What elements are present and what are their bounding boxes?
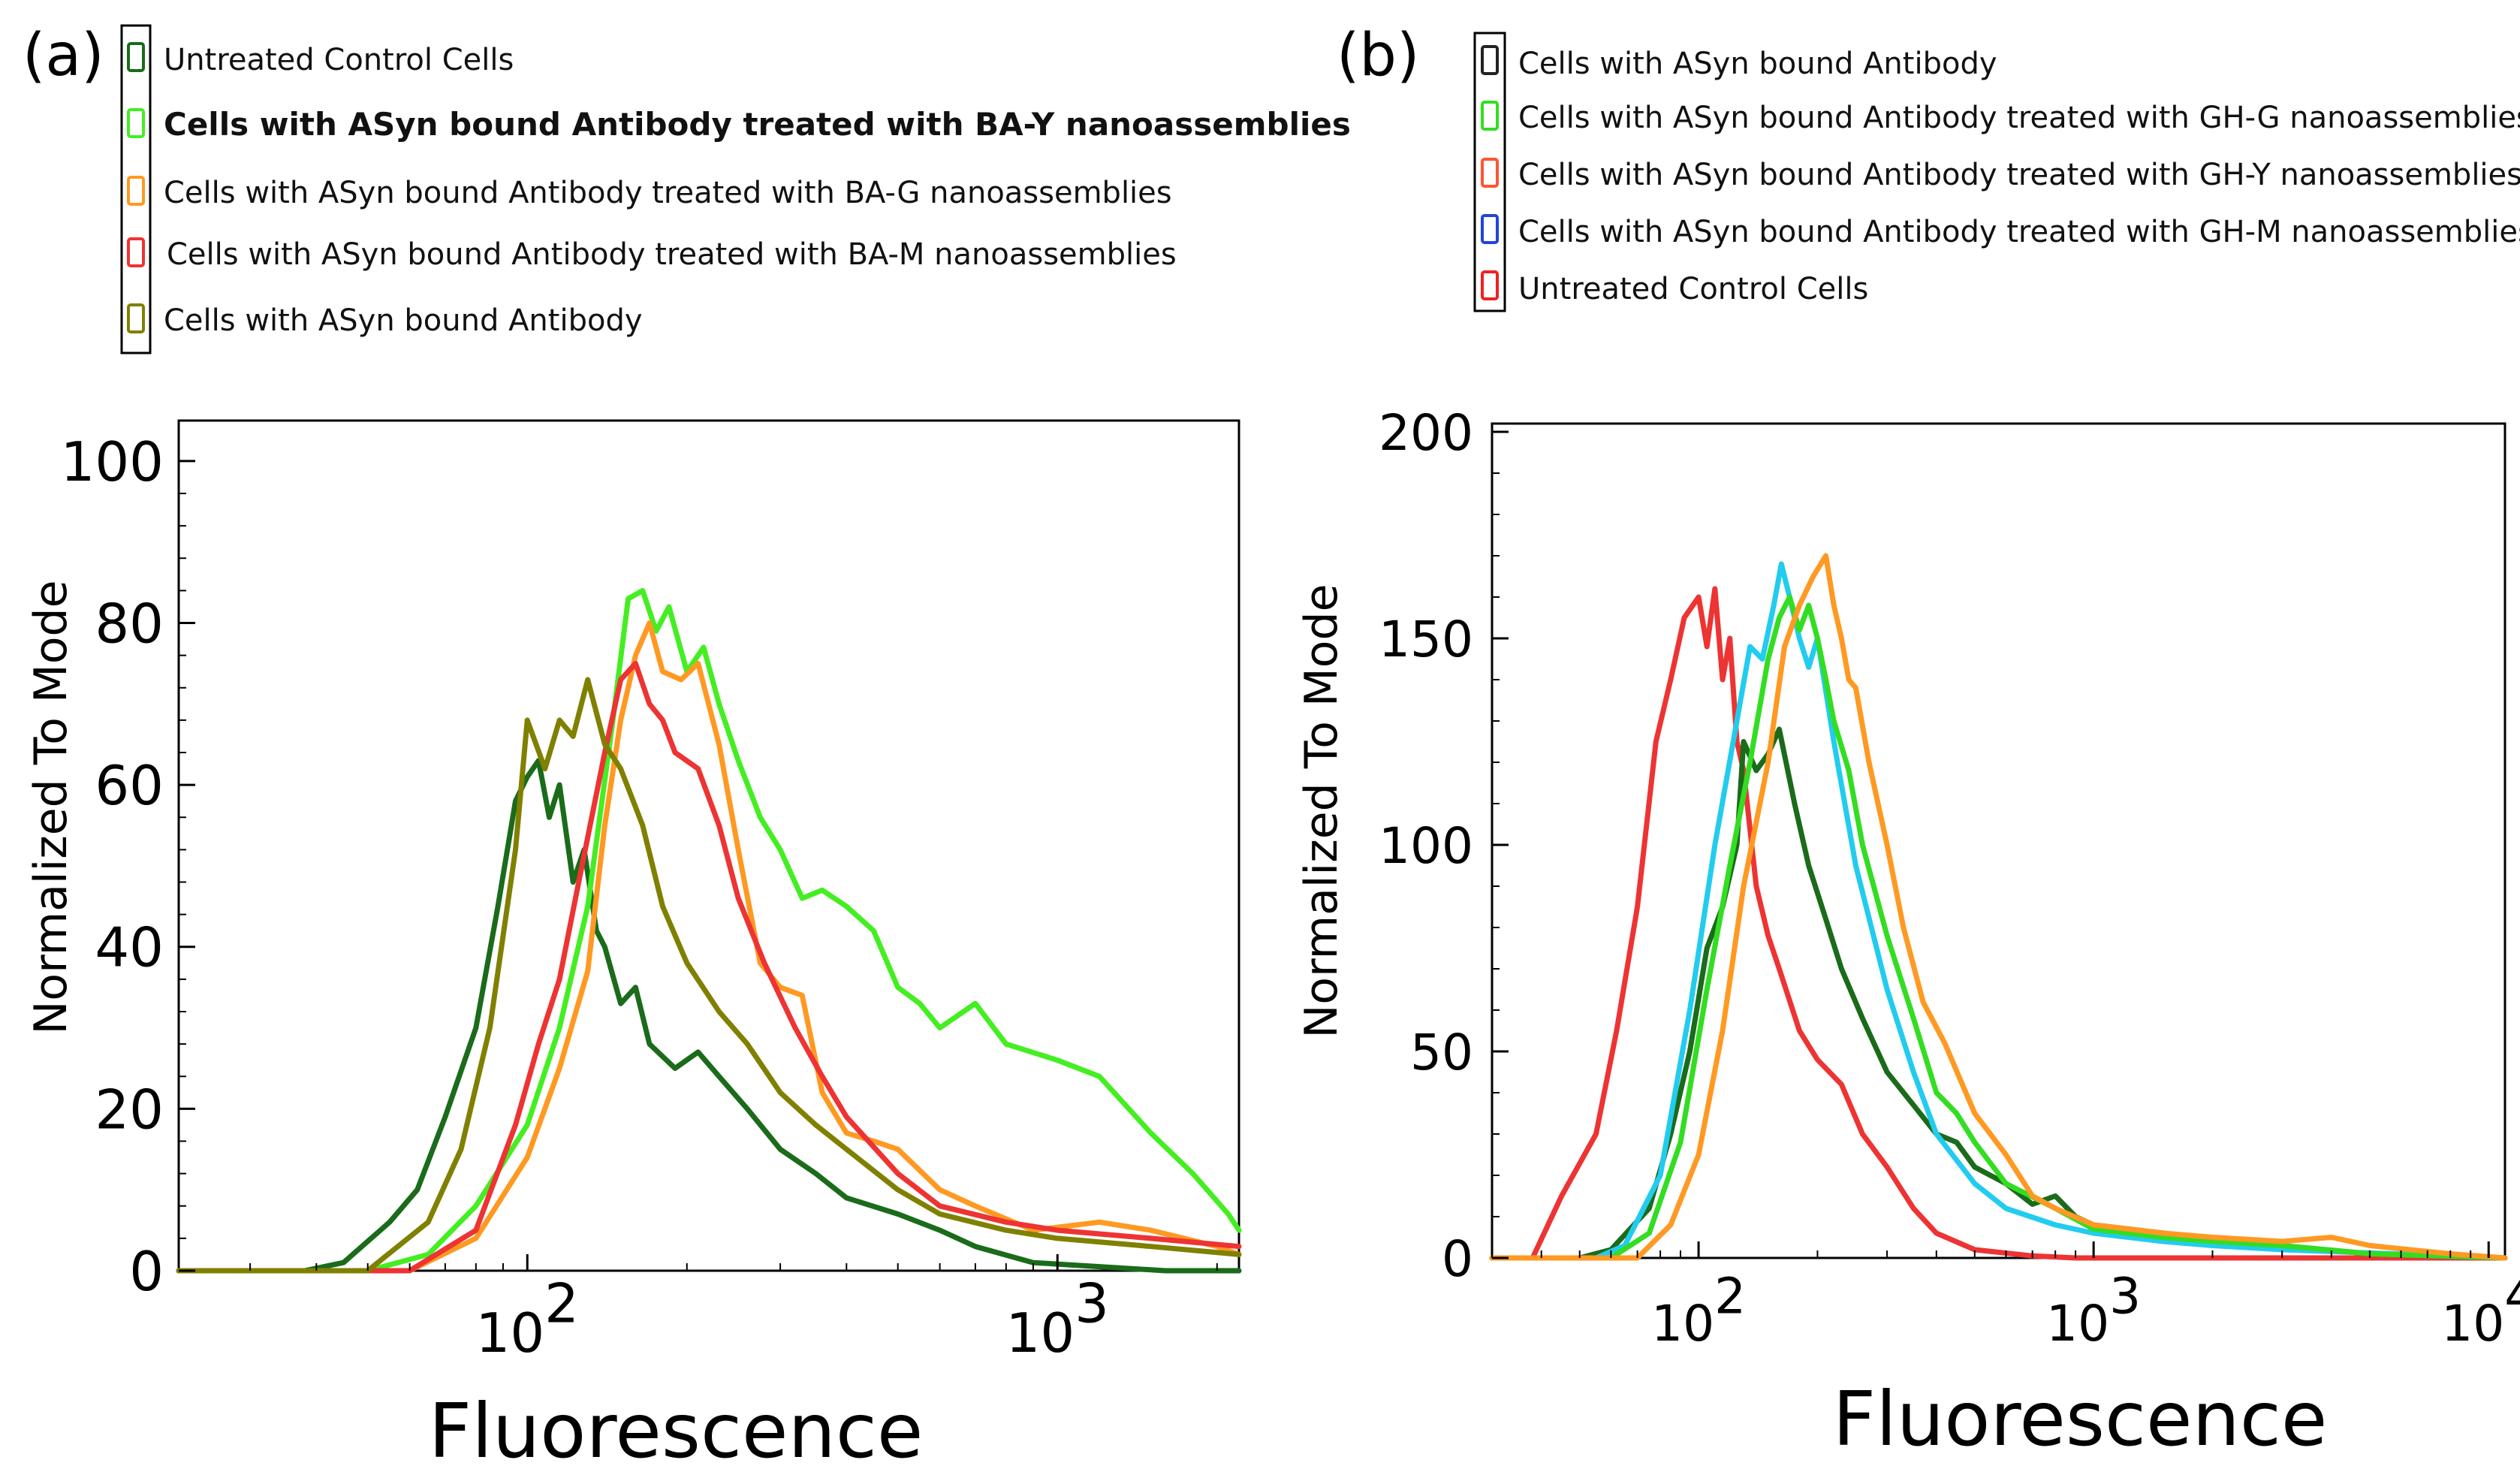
legend-b-item: Untreated Control Cells: [1481, 270, 1868, 306]
legend-b: Cells with ASyn bound Antibody Cells wit…: [1473, 32, 2520, 312]
legend-b-frame: [1473, 32, 1506, 312]
legend-a-frame: [120, 24, 152, 354]
legend-a-item: Cells with ASyn bound Antibody treated w…: [127, 176, 1172, 210]
legend-b-label: Untreated Control Cells: [1518, 272, 1868, 306]
legend-a-swatch: [127, 108, 145, 138]
series-line-a-2: [176, 620, 1242, 1274]
legend-a-label: Cells with ASyn bound Antibody treated w…: [164, 176, 1172, 210]
y-tick-label-a: 80: [95, 592, 164, 655]
y-tick-label-a: 0: [129, 1240, 164, 1303]
legend-a-swatch: [127, 237, 145, 267]
legend-b-label: Cells with ASyn bound Antibody: [1518, 47, 1997, 81]
legend-b-swatch: [1481, 214, 1499, 244]
y-tick-label-a: 100: [61, 430, 164, 493]
legend-b-item: Cells with ASyn bound Antibody treated w…: [1481, 101, 2520, 135]
legend-a-label: Cells with ASyn bound Antibody: [164, 303, 643, 338]
series-line-b-2: [1489, 561, 2508, 1261]
legend-b-swatch: [1481, 45, 1499, 75]
panel-b-label: (b): [1337, 22, 1419, 89]
y-tick-label-b: 200: [1379, 404, 1473, 462]
y-tick-label-b: 0: [1442, 1230, 1473, 1288]
plot-frame-a: [177, 419, 1240, 1272]
y-tick-label-b: 150: [1379, 611, 1473, 668]
legend-b-item: Cells with ASyn bound Antibody treated w…: [1481, 158, 2520, 192]
legend-b-swatch: [1481, 158, 1499, 188]
x-tick-label-b: 103: [2046, 1268, 2141, 1353]
x-axis-title-b: Fluorescence: [1833, 1375, 2328, 1463]
x-tick-label-b: 104: [2441, 1268, 2520, 1353]
legend-a-item: Cells with ASyn bound Antibody: [127, 303, 643, 338]
chart-b: 0 50 100 150 200 102 103 104 Fluorescence Normali…: [1295, 404, 2520, 1463]
legend-b-label: Cells with ASyn bound Antibody treated w…: [1518, 101, 2520, 135]
plot-frame-b: [1491, 422, 2506, 1259]
y-tick-label-a: 40: [95, 916, 164, 979]
x-axis-title-a: Fluorescence: [429, 1387, 924, 1475]
series-line-b-0: [1489, 586, 2508, 1261]
legend-a-item: Untreated Control Cells: [127, 42, 514, 77]
y-tick-label-b: 50: [1410, 1024, 1473, 1081]
y-axis-title-a: Normalized To Mode: [25, 580, 77, 1034]
legend-a-item: Cells with ASyn bound Antibody treated w…: [127, 106, 1351, 143]
x-tick-label-a: 102: [476, 1271, 579, 1365]
legend-b-label: Cells with ASyn bound Antibody treated w…: [1518, 158, 2520, 192]
panel-a-label: (a): [23, 22, 104, 89]
y-tick-label-a: 60: [95, 754, 164, 817]
legend-a-label: Cells with ASyn bound Antibody treated w…: [164, 106, 1351, 143]
y-tick-label-a: 20: [95, 1078, 164, 1141]
legend-b-swatch: [1481, 101, 1499, 131]
legend-a-swatch: [127, 42, 145, 72]
series-line-a-1: [176, 587, 1242, 1274]
y-axis-title-b: Normalized To Mode: [1295, 584, 1348, 1038]
chart-a: 0 20 40 60 80 100 102 103 Fluorescence Normalized…: [25, 419, 1242, 1475]
series-line-a-0: [176, 758, 1242, 1274]
legend-b-item: Cells with ASyn bound Antibody treated w…: [1481, 214, 2520, 249]
legend-b-item: Cells with ASyn bound Antibody: [1481, 45, 1997, 81]
series-line-b-1: [1489, 726, 2508, 1261]
series-line-b-4: [1489, 553, 2508, 1261]
series-line-a-4: [176, 677, 1242, 1274]
legend-a-swatch: [127, 303, 145, 333]
y-tick-label-b: 100: [1379, 817, 1473, 875]
legend-a-label: Untreated Control Cells: [164, 43, 514, 77]
legend-b-swatch: [1481, 270, 1499, 300]
legend-a-item: Cells with ASyn bound Antibody treated w…: [127, 237, 1177, 272]
legend-b-label: Cells with ASyn bound Antibody treated w…: [1518, 215, 2520, 249]
x-tick-label-a: 103: [1006, 1271, 1109, 1365]
series-line-a-3: [176, 660, 1242, 1274]
legend-a-swatch: [127, 176, 145, 206]
legend-a: Untreated Control Cells Cells with ASyn …: [120, 24, 1351, 354]
legend-a-label: Cells with ASyn bound Antibody treated w…: [167, 237, 1177, 272]
x-tick-label-b: 102: [1651, 1268, 1746, 1353]
series-line-b-3: [1489, 594, 2508, 1261]
